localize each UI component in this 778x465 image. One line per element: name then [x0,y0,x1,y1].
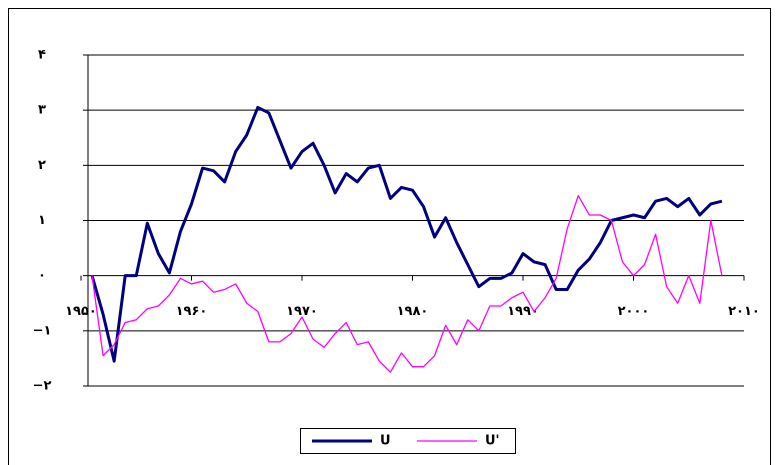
legend: U U' [300,428,516,454]
x-tick-label: ۱۹۸۰ [397,304,429,319]
x-tick-label: ۲۰۰۰ [618,304,650,319]
x-tick-label: ۱۹۵۰ [65,304,97,319]
x-tick-label: ۲۰۱۰ [728,304,760,319]
x-tick-label: ۱۹۹۰ [507,304,539,319]
y-tick-label: ۳ [38,103,46,118]
data-line [91,195,723,373]
y-tick-label: −۱ [33,323,52,338]
legend-label: U [380,434,391,449]
y-tick-label: −۲ [33,379,52,394]
data-line [90,105,723,363]
y-tick-label: ۱ [38,213,46,228]
x-tick-label: ۱۹۶۰ [176,304,208,319]
x-tick-label: ۱۹۷۰ [286,304,318,319]
y-tick-label: ۰ [38,268,46,283]
y-tick-label: ۲ [38,158,46,173]
legend-label: U' [485,434,500,449]
y-tick-label: ۴ [38,48,46,63]
